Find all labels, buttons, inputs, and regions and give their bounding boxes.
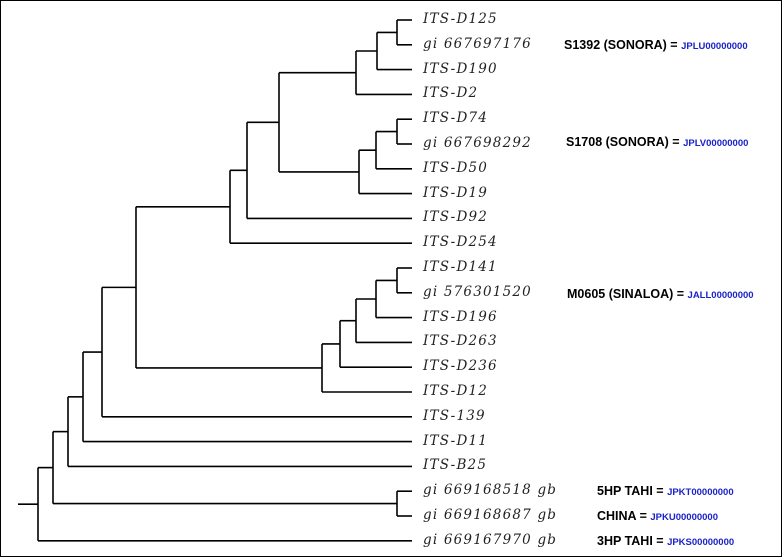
leaf-label: ITS-D125	[423, 11, 498, 27]
strain-name: 5HP TAHI =	[597, 484, 664, 498]
leaf-label: ITS-D196	[423, 308, 498, 325]
leaf-label: ITS-D2	[423, 85, 479, 102]
leaf-label: ITS-B25	[423, 457, 488, 474]
strain-name: S1392 (SONORA) =	[564, 38, 678, 52]
strain-name: CHINA =	[597, 509, 647, 523]
leaf-label: ITS-D92	[423, 209, 489, 226]
strain-annotation: CHINA = JPKU00000000	[597, 508, 718, 526]
leaf-label: gi 669167970 gb	[423, 531, 558, 548]
accession-number: JPKU00000000	[650, 512, 718, 523]
leaf-label: gi 667698292	[423, 135, 532, 151]
leaf-label: ITS-D190	[423, 60, 498, 77]
leaf-label: gi 576301520	[423, 283, 532, 300]
strain-annotation: S1392 (SONORA) = JPLU00000000	[564, 37, 748, 55]
leaf-label: ITS-139	[423, 407, 486, 424]
leaf-label: ITS-D50	[423, 159, 489, 176]
strain-annotation: S1708 (SONORA) = JPLV00000000	[566, 134, 748, 152]
accession-number: JALL00000000	[687, 290, 754, 301]
leaf-label: gi 669168687 gb	[423, 507, 558, 523]
accession-number: JPKT00000000	[667, 487, 734, 498]
strain-name: 3HP TAHI =	[597, 534, 664, 548]
leaf-label: ITS-D74	[423, 110, 489, 127]
leaf-label: ITS-D19	[423, 184, 489, 201]
leaf-label: ITS-D236	[423, 358, 498, 375]
strain-annotation: M0605 (SINALOA) = JALL00000000	[567, 286, 754, 304]
leaf-label: gi 667697176	[423, 35, 532, 52]
leaf-label: gi 669168518 gb	[423, 482, 558, 499]
leaf-label: ITS-D12	[423, 383, 489, 399]
accession-number: JPKS00000000	[667, 537, 735, 548]
leaf-label: ITS-D141	[423, 259, 498, 275]
strain-annotation: 5HP TAHI = JPKT00000000	[597, 483, 734, 501]
accession-number: JPLU00000000	[681, 41, 748, 52]
strain-annotation: 3HP TAHI = JPKS00000000	[597, 533, 734, 551]
accession-number: JPLV00000000	[683, 138, 749, 149]
tree-branches	[18, 19, 412, 542]
leaf-label: ITS-D254	[423, 234, 498, 251]
strain-name: S1708 (SONORA) =	[566, 135, 680, 149]
leaf-label: ITS-D263	[423, 333, 498, 350]
leaf-label: ITS-D11	[423, 432, 489, 449]
strain-name: M0605 (SINALOA) =	[567, 287, 685, 301]
